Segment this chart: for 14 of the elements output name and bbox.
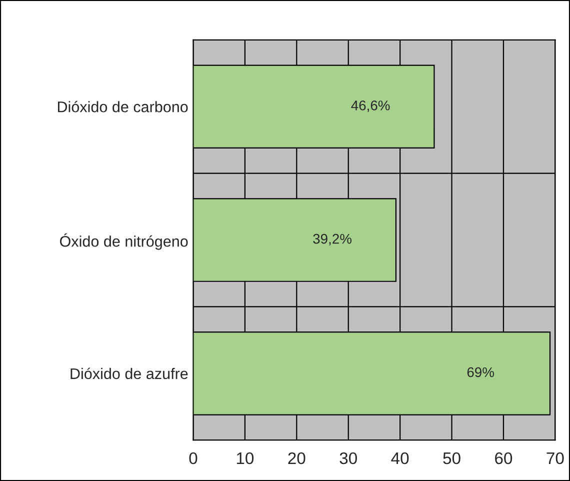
x-tick-label: 40 xyxy=(391,452,409,464)
x-tick-label: 10 xyxy=(236,452,254,464)
y-tick-label: Óxido de nitrógeno xyxy=(60,233,188,250)
x-tick-label: 0 xyxy=(189,452,198,464)
data-label: 46,6% xyxy=(351,100,390,112)
data-label: 39,2% xyxy=(313,234,352,246)
x-tick-label: 30 xyxy=(340,452,357,464)
x-tick-label: 60 xyxy=(495,452,512,464)
y-tick-label: Dióxido de carbono xyxy=(58,100,188,112)
x-tick-label: 20 xyxy=(288,452,306,464)
x-tick-label: 50 xyxy=(443,452,460,464)
x-tick-label: 70 xyxy=(546,452,564,464)
data-label: 69% xyxy=(467,367,494,378)
y-tick-label: Dióxido de azufre xyxy=(70,368,188,380)
